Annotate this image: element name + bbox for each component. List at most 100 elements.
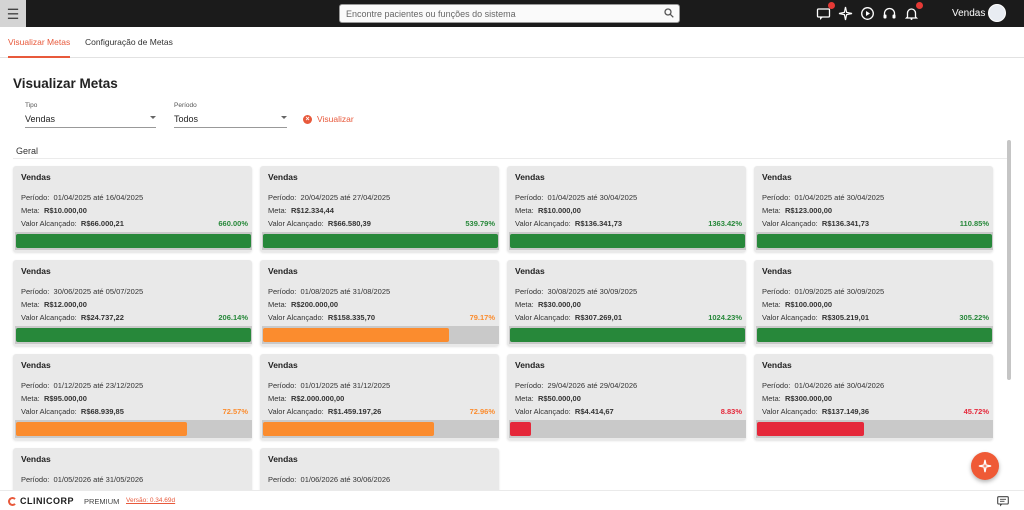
goal-card[interactable]: Vendas Período: 30/08/2025 até 30/09/2025… xyxy=(507,260,746,346)
card-period: Período: 01/12/2025 até 23/12/2025 xyxy=(21,381,144,390)
card-title: Vendas xyxy=(762,360,792,370)
progress-track xyxy=(509,232,746,250)
scrollbar[interactable] xyxy=(1007,140,1011,380)
periodo-value: Todos xyxy=(174,114,199,124)
card-title: Vendas xyxy=(268,360,298,370)
goal-card[interactable]: Vendas Período: 01/06/2026 até 30/06/2026 xyxy=(260,448,499,490)
tab-configuracao-de-metas[interactable]: Configuração de Metas xyxy=(85,37,173,47)
progress-fill xyxy=(510,234,745,248)
avatar[interactable] xyxy=(988,4,1006,22)
chat-icon[interactable] xyxy=(997,496,1009,507)
card-title: Vendas xyxy=(268,266,298,276)
goals-grid: Vendas Período: 01/04/2025 até 16/04/2025… xyxy=(13,166,993,490)
version-link[interactable]: Versão: 0.34.69d xyxy=(126,497,176,504)
card-meta: Meta: R$123.000,00 xyxy=(762,206,833,215)
play-circle-icon[interactable] xyxy=(860,6,875,21)
card-period: Período: 30/08/2025 até 30/09/2025 xyxy=(515,287,638,296)
card-percentage: 110.85% xyxy=(959,219,989,228)
card-valor: Valor Alcançado: R$136.341,73 xyxy=(515,219,623,228)
card-percentage: 1363.42% xyxy=(708,219,742,228)
progress-fill xyxy=(16,328,251,342)
goal-card[interactable]: Vendas Período: 01/01/2025 até 31/12/2025… xyxy=(260,354,499,440)
card-period: Período: 01/04/2026 até 30/04/2026 xyxy=(762,381,885,390)
search-input[interactable] xyxy=(340,5,660,22)
tab-visualizar-metas[interactable]: Visualizar Metas xyxy=(8,27,71,58)
goal-card[interactable]: Vendas Período: 01/12/2025 até 23/12/2025… xyxy=(13,354,252,440)
card-percentage: 79.17% xyxy=(469,313,495,322)
card-title: Vendas xyxy=(21,266,51,276)
goal-card[interactable]: Vendas Período: 01/04/2025 até 30/04/2025… xyxy=(754,166,993,252)
progress-track xyxy=(756,326,993,344)
tipo-value: Vendas xyxy=(25,114,56,124)
divider xyxy=(13,158,1007,159)
card-valor: Valor Alcançado: R$307.269,01 xyxy=(515,313,623,322)
card-title: Vendas xyxy=(515,266,545,276)
card-percentage: 305.22% xyxy=(959,313,989,322)
card-valor: Valor Alcançado: R$4.414,67 xyxy=(515,407,614,416)
logo: CLINICORP xyxy=(8,496,74,506)
sparkle-icon[interactable] xyxy=(838,6,853,21)
card-title: Vendas xyxy=(268,454,298,464)
card-meta: Meta: R$12.334,44 xyxy=(268,206,334,215)
section-title: Geral xyxy=(16,146,39,156)
card-percentage: 72.57% xyxy=(222,407,248,416)
plan-label: PREMIUM xyxy=(84,497,120,506)
tipo-select[interactable]: Vendas xyxy=(25,111,156,128)
goal-card[interactable]: Vendas Período: 01/08/2025 até 31/08/2025… xyxy=(260,260,499,346)
assistant-fab-button[interactable] xyxy=(971,452,999,480)
card-valor: Valor Alcançado: R$66.000,21 xyxy=(21,219,124,228)
card-percentage: 45.72% xyxy=(963,407,989,416)
card-period: Período: 01/01/2025 até 31/12/2025 xyxy=(268,381,391,390)
cards-area: Vendas Período: 01/04/2025 até 16/04/2025… xyxy=(0,160,1024,490)
card-meta: Meta: R$10.000,00 xyxy=(515,206,581,215)
goal-card[interactable]: Vendas Período: 30/06/2025 até 05/07/2025… xyxy=(13,260,252,346)
card-meta: Meta: R$30.000,00 xyxy=(515,300,581,309)
tipo-label: Tipo xyxy=(25,102,38,109)
visualizar-button[interactable]: × Visualizar xyxy=(303,113,354,125)
goal-card[interactable]: Vendas Período: 01/04/2025 até 16/04/2025… xyxy=(13,166,252,252)
card-meta: Meta: R$10.000,00 xyxy=(21,206,87,215)
card-title: Vendas xyxy=(21,172,51,182)
card-period: Período: 20/04/2025 até 27/04/2025 xyxy=(268,193,391,202)
card-percentage: 8.83% xyxy=(720,407,742,416)
card-percentage: 206.14% xyxy=(218,313,248,322)
card-percentage: 1024.23% xyxy=(708,313,742,322)
user-name[interactable]: Vendas xyxy=(952,8,986,19)
card-valor: Valor Alcançado: R$136.341,73 xyxy=(762,219,870,228)
card-title: Vendas xyxy=(762,172,792,182)
goal-card[interactable]: Vendas Período: 29/04/2026 até 29/04/2026… xyxy=(507,354,746,440)
card-period: Período: 01/08/2025 até 31/08/2025 xyxy=(268,287,391,296)
footer: CLINICORP PREMIUM Versão: 0.34.69d xyxy=(0,490,1024,510)
card-title: Vendas xyxy=(268,172,298,182)
periodo-select[interactable]: Todos xyxy=(174,111,287,128)
progress-track xyxy=(509,326,746,344)
bell-icon[interactable] xyxy=(904,2,923,21)
goal-card[interactable]: Vendas Período: 01/05/2026 até 31/05/2026 xyxy=(13,448,252,490)
notification-badge xyxy=(828,2,835,9)
chat-ticket-icon[interactable] xyxy=(816,2,835,21)
search-box[interactable] xyxy=(339,4,680,23)
card-valor: Valor Alcançado: R$158.335,70 xyxy=(268,313,376,322)
progress-track xyxy=(756,420,993,438)
progress-fill xyxy=(510,422,531,436)
progress-track xyxy=(756,232,993,250)
menu-button[interactable]: ☰ xyxy=(0,0,26,27)
card-period: Período: 01/06/2026 até 30/06/2026 xyxy=(268,475,391,484)
goal-card[interactable]: Vendas Período: 01/04/2026 até 30/04/2026… xyxy=(754,354,993,440)
goal-card[interactable]: Vendas Período: 01/09/2025 até 30/09/2025… xyxy=(754,260,993,346)
search-icon[interactable] xyxy=(664,8,674,18)
visualizar-label: Visualizar xyxy=(317,114,354,124)
chevron-down-icon xyxy=(281,116,287,119)
card-meta: Meta: R$100.000,00 xyxy=(762,300,833,309)
card-valor: Valor Alcançado: R$1.459.197,26 xyxy=(268,407,382,416)
headset-icon[interactable] xyxy=(882,6,897,21)
card-title: Vendas xyxy=(762,266,792,276)
progress-track xyxy=(15,420,252,438)
goal-card[interactable]: Vendas Período: 20/04/2025 até 27/04/2025… xyxy=(260,166,499,252)
card-meta: Meta: R$95.000,00 xyxy=(21,394,87,403)
progress-track xyxy=(262,232,499,250)
logo-text: CLINICORP xyxy=(20,496,74,506)
card-meta: Meta: R$300.000,00 xyxy=(762,394,833,403)
card-percentage: 72.96% xyxy=(469,407,495,416)
goal-card[interactable]: Vendas Período: 01/04/2025 até 30/04/2025… xyxy=(507,166,746,252)
